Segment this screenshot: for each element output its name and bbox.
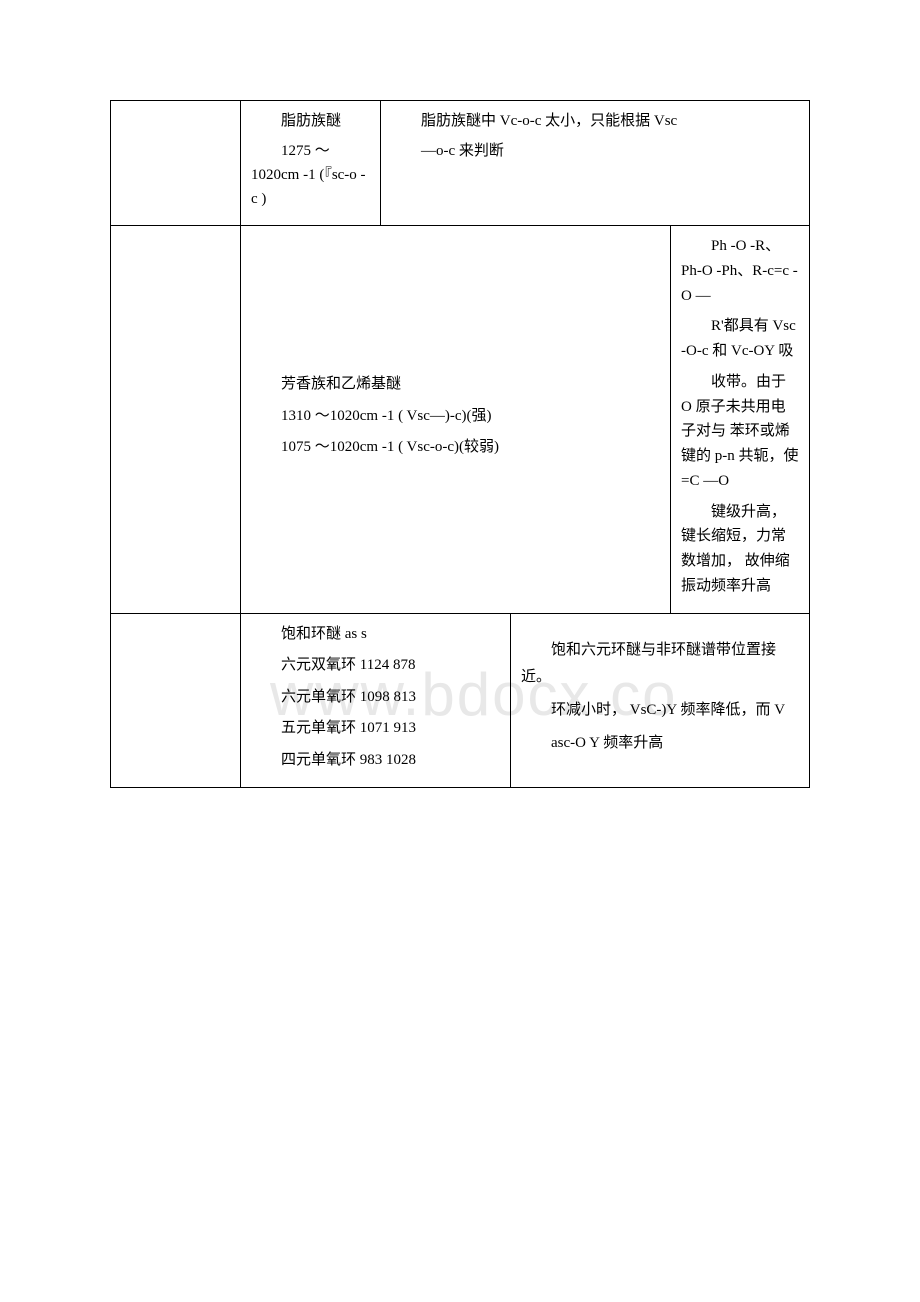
row3-col2-p3: 六元单氧环 1098 813	[251, 685, 500, 711]
row1-col2-p1: 脂肪族醚	[251, 109, 370, 133]
row1-col3: 脂肪族醚中 Vc-o-c 太小，只能根据 Vsc —o-c 来判断	[381, 101, 809, 225]
row3-col2-p2: 六元双氧环 1124 878	[251, 653, 500, 679]
row2-col3-p1: Ph -O -R、Ph-O -Ph、R-c=c -O —	[681, 234, 799, 308]
row3-col2-p4: 五元单氧环 1071 913	[251, 716, 500, 742]
row3-col3-p1: 饱和六元环醚与非环醚谱带位置接近。	[521, 637, 799, 691]
row3-col2-p5: 四元单氧环 983 1028	[251, 748, 500, 774]
row1-col2: 脂肪族醚 1275 ～1020cm -1 (『sc-o -c )	[241, 101, 381, 225]
row1-col3-p1: 脂肪族醚中 Vc-o-c 太小，只能根据 Vsc	[391, 109, 799, 133]
row3-col2-p1: 饱和环醚 as s	[251, 622, 500, 648]
row1-col3-p2: —o-c 来判断	[391, 139, 799, 163]
row3-col3-p3: asc-O Y 频率升高	[521, 730, 799, 757]
row1-col2-p2: 1275 ～1020cm -1 (『sc-o -c )	[251, 139, 370, 211]
row2-col2: 芳香族和乙烯基醚 1310 ～1020cm -1 ( Vsc—)-c)(强) 1…	[241, 226, 671, 613]
row1-col-left	[111, 101, 241, 225]
row3-col3-p2: 环减小时， VsC-)Y 频率降低，而 V	[521, 697, 799, 724]
row2-col-left	[111, 226, 241, 613]
row2-col3-p2: R'都具有 Vsc -O-c 和 Vc-OY 吸	[681, 314, 799, 364]
table-container: 脂肪族醚 1275 ～1020cm -1 (『sc-o -c ) 脂肪族醚中 V…	[110, 100, 810, 788]
row2-col2-p1: 芳香族和乙烯基醚	[251, 372, 660, 398]
row2-col3: Ph -O -R、Ph-O -Ph、R-c=c -O — R'都具有 Vsc -…	[671, 226, 809, 613]
row2-col2-p3: 1075 ～1020cm -1 ( Vsc-o-c)(较弱)	[251, 435, 660, 461]
row2-col3-p4: 键级升高，键长缩短，力常数增加， 故伸缩振动频率升高	[681, 500, 799, 599]
row2-col2-p2: 1310 ～1020cm -1 ( Vsc—)-c)(强)	[251, 404, 660, 430]
row3-col3: 饱和六元环醚与非环醚谱带位置接近。 环减小时， VsC-)Y 频率降低，而 V …	[511, 614, 809, 788]
table-row-1: 脂肪族醚 1275 ～1020cm -1 (『sc-o -c ) 脂肪族醚中 V…	[111, 101, 809, 226]
table-row-2: 芳香族和乙烯基醚 1310 ～1020cm -1 ( Vsc—)-c)(强) 1…	[111, 226, 809, 614]
row3-col2: 饱和环醚 as s 六元双氧环 1124 878 六元单氧环 1098 813 …	[241, 614, 511, 788]
row3-col-left	[111, 614, 241, 788]
row2-col3-p3: 收带。由于 O 原子未共用电子对与 苯环或烯键的 p-n 共轭，使=C —O	[681, 370, 799, 494]
table-row-3: 饱和环醚 as s 六元双氧环 1124 878 六元单氧环 1098 813 …	[111, 614, 809, 789]
